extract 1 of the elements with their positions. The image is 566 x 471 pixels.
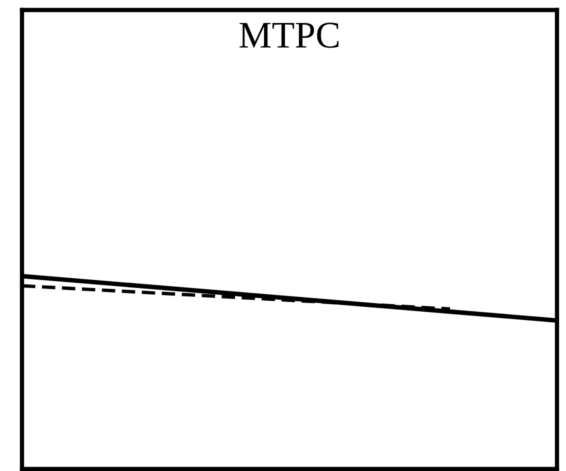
chart-title: MTPC xyxy=(240,22,338,48)
